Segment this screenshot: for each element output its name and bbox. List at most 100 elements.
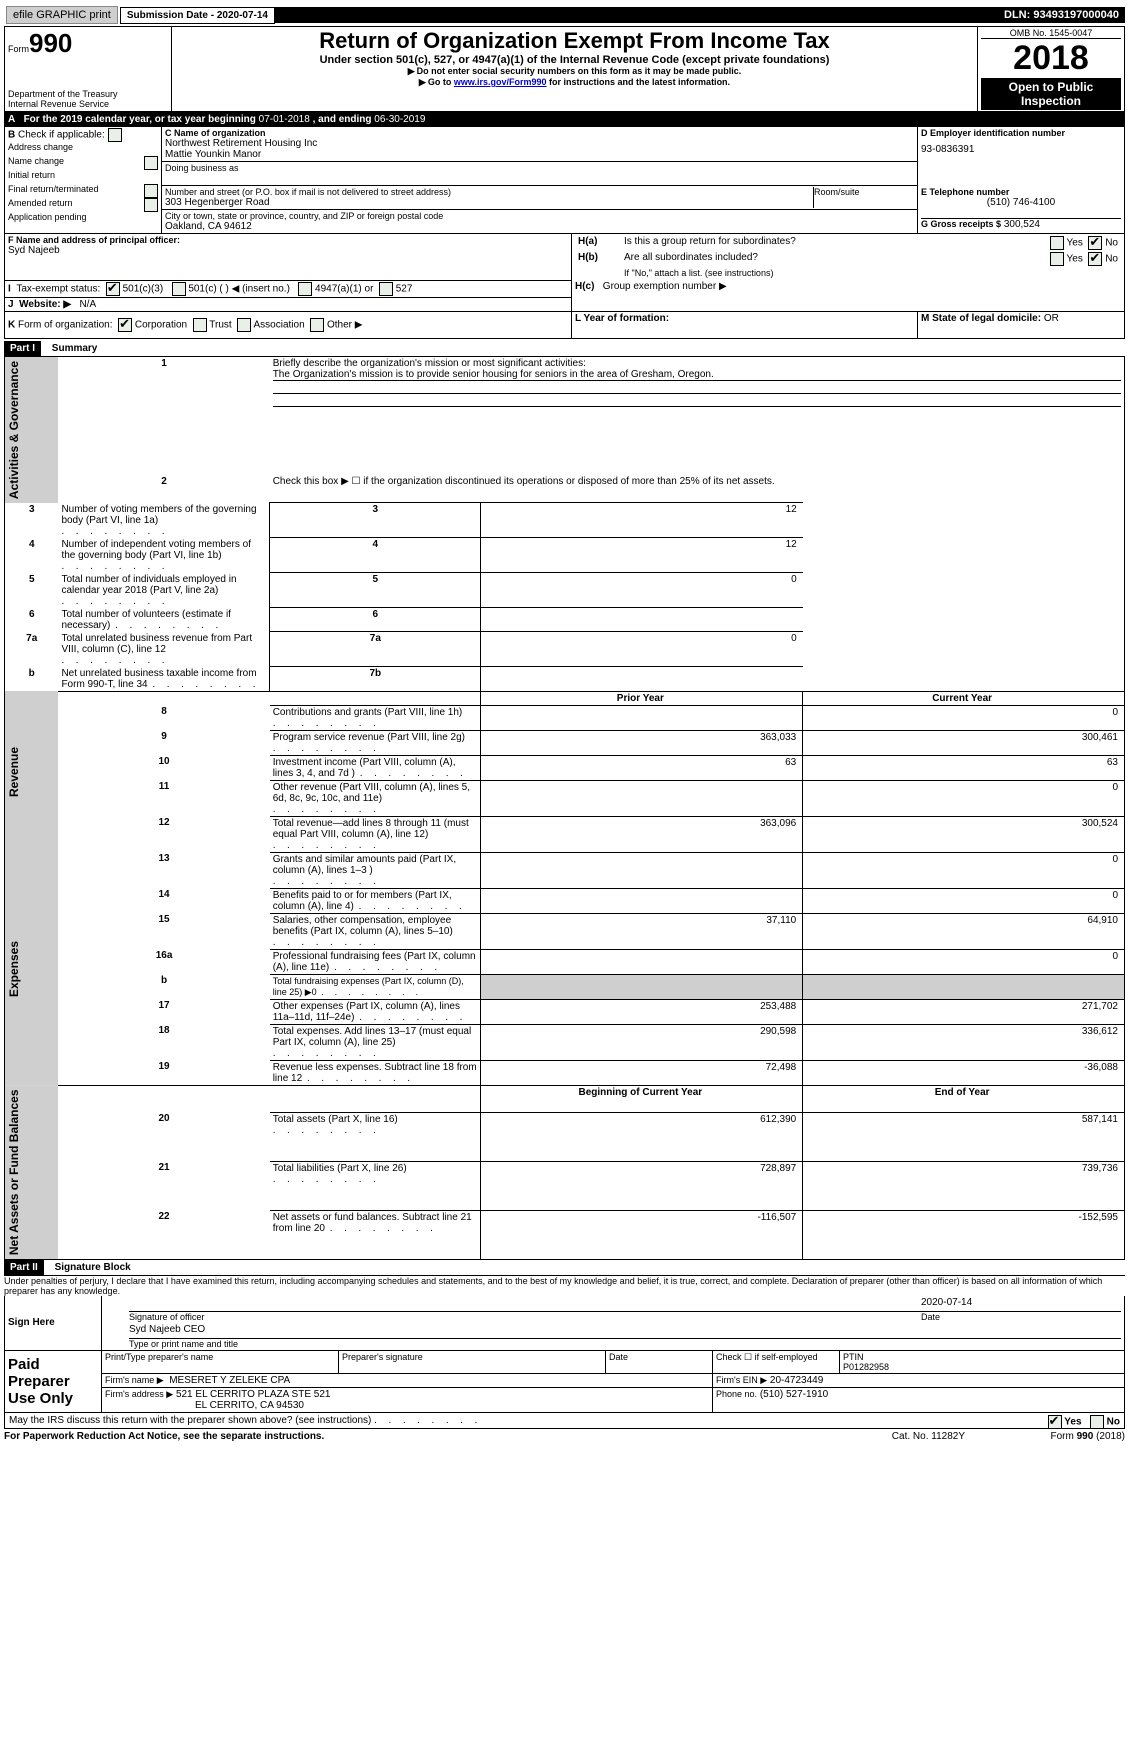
checkbox-address-change[interactable] <box>108 128 122 142</box>
hb-label: H(b) <box>575 251 621 267</box>
officer-name-value: Syd Najeeb CEO <box>129 1324 205 1335</box>
hb-yes-checkbox[interactable] <box>1050 252 1064 266</box>
line-a-mid: , and ending <box>313 114 375 125</box>
irs-link[interactable]: www.irs.gov/Form990 <box>454 77 547 87</box>
cb-527[interactable] <box>379 282 393 296</box>
line-l-label: L Year of formation: <box>575 313 669 324</box>
opt-corp: Corporation <box>135 319 187 330</box>
cb-4947[interactable] <box>298 282 312 296</box>
part1-badge: Part I <box>4 341 41 356</box>
cb-corp[interactable] <box>118 318 132 332</box>
note-goto-suffix: for instructions and the latest informat… <box>547 77 731 87</box>
phone-value: (510) 746-4100 <box>921 197 1121 208</box>
officer-name-line: Syd Najeeb CEO <box>129 1324 1121 1339</box>
part2-header-row: Part II Signature Block <box>4 1260 1125 1276</box>
irs-label: Internal Revenue Service <box>8 99 168 109</box>
box-c-name: C Name of organization Northwest Retirem… <box>162 127 918 162</box>
ha-yes: Yes <box>1067 238 1083 249</box>
checkbox-name-change[interactable] <box>144 156 158 170</box>
omb-number: OMB No. 1545-0047 <box>981 28 1121 39</box>
col-ptin-label: PTIN <box>843 1352 1121 1362</box>
ha-no-checkbox[interactable] <box>1088 236 1102 250</box>
submission-date: Submission Date - 2020-07-14 <box>120 7 275 24</box>
box-e-label: E Telephone number <box>921 187 1121 197</box>
part2-badge: Part II <box>4 1260 44 1275</box>
footer-mid: Cat. No. 11282Y <box>892 1431 965 1442</box>
cb-assoc[interactable] <box>237 318 251 332</box>
form-subtitle: Under section 501(c), 527, or 4947(a)(1)… <box>175 54 974 66</box>
line-i: I Tax-exempt status: 501(c)(3) 501(c) ( … <box>5 280 572 297</box>
mission-text: The Organization's mission is to provide… <box>273 369 1121 381</box>
box-c-dba: Doing business as <box>162 162 918 186</box>
opt-amended: Amended return <box>8 198 73 208</box>
checkbox-final[interactable] <box>144 184 158 198</box>
paid-preparer-label: Paid Preparer Use Only <box>5 1351 102 1413</box>
officer-signature-line[interactable] <box>129 1297 921 1312</box>
part1-table: Activities & Governance 1 Briefly descri… <box>4 357 1125 1260</box>
footer-left: For Paperwork Reduction Act Notice, see … <box>4 1431 892 1442</box>
box-hc: H(c) Group exemption number ▶ <box>572 280 1125 311</box>
cb-501c[interactable] <box>172 282 186 296</box>
city-label: City or town, state or province, country… <box>165 211 914 221</box>
ptin-value: P01282958 <box>843 1362 1121 1372</box>
line-k: K Form of organization: Corporation Trus… <box>5 312 572 339</box>
opt-4947: 4947(a)(1) or <box>315 283 373 294</box>
form-label: Form <box>8 44 29 54</box>
tax-year: 2018 <box>981 39 1121 78</box>
ha-yes-checkbox[interactable] <box>1050 236 1064 250</box>
discuss-yes-checkbox[interactable] <box>1048 1415 1062 1429</box>
firm-addr-label: Firm's address ▶ <box>105 1389 173 1399</box>
cb-trust[interactable] <box>193 318 207 332</box>
firm-phone-label: Phone no. <box>716 1389 757 1399</box>
box-c-street: Number and street (or P.O. box if mail i… <box>162 186 918 210</box>
hc-label: H(c) <box>575 281 594 292</box>
firm-ein-value: 20-4723449 <box>770 1375 823 1386</box>
preparer-table: Paid Preparer Use Only Print/Type prepar… <box>4 1351 1125 1413</box>
box-g-label: G Gross receipts $ <box>921 219 1001 229</box>
discuss-text: May the IRS discuss this return with the… <box>9 1415 371 1426</box>
form-title: Return of Organization Exempt From Incom… <box>175 28 974 54</box>
line-j-label: Website: ▶ <box>19 299 71 310</box>
sig-date-label: Date <box>921 1312 1121 1322</box>
officer-name: Syd Najeeb <box>8 245 568 256</box>
tax-year-end: 06-30-2019 <box>374 114 425 125</box>
col-print-label: Print/Type preparer's name <box>102 1351 339 1374</box>
hb-no-checkbox[interactable] <box>1088 252 1102 266</box>
dln-number: DLN: 93493197000040 <box>275 7 1125 23</box>
page-footer: For Paperwork Reduction Act Notice, see … <box>4 1431 1125 1442</box>
box-c-label: C Name of organization <box>165 128 914 138</box>
form-header-table: Form990 Department of the Treasury Inter… <box>4 26 1125 112</box>
firm-name-label: Firm's name ▶ <box>105 1375 164 1385</box>
form-id-cell: Form990 Department of the Treasury Inter… <box>5 27 172 112</box>
firm-name-value: MESERET Y ZELEKE CPA <box>169 1375 290 1386</box>
box-h: H(a) Is this a group return for subordin… <box>572 234 1125 280</box>
tax-year-begin: 07-01-2018 <box>259 114 310 125</box>
checkbox-amended[interactable] <box>144 198 158 212</box>
opt-other: Other ▶ <box>327 319 362 330</box>
cb-501c3[interactable] <box>106 282 120 296</box>
city-value: Oakland, CA 94612 <box>165 221 914 232</box>
note-goto-prefix: Go to <box>428 77 454 87</box>
title-cell: Return of Organization Exempt From Incom… <box>172 27 978 112</box>
firm-phone-value: (510) 527-1910 <box>760 1389 828 1400</box>
col-sig-label: Preparer's signature <box>339 1351 606 1374</box>
org-name-1: Northwest Retirement Housing Inc <box>165 138 914 149</box>
line-m: M State of legal domicile: OR <box>918 312 1125 339</box>
part1-title: Summary <box>44 343 98 354</box>
firm-addr1: 521 EL CERRITO PLAZA STE 521 <box>176 1389 331 1400</box>
opt-527: 527 <box>396 283 413 294</box>
box-b: B Check if applicable: Address change Na… <box>5 127 162 234</box>
efile-button[interactable]: efile GRAPHIC print <box>6 6 118 24</box>
room-label: Room/suite <box>814 187 914 197</box>
discuss-yes: Yes <box>1064 1416 1081 1427</box>
entity-block: B Check if applicable: Address change Na… <box>4 127 1125 234</box>
street-value: 303 Hegenberger Road <box>165 197 813 208</box>
signature-table: Sign Here Signature of officer 2020-07-1… <box>4 1296 1125 1351</box>
opt-pending: Application pending <box>8 212 87 222</box>
ha-label: H(a) <box>575 235 621 251</box>
discuss-no-checkbox[interactable] <box>1090 1415 1104 1429</box>
perjury-text: Under penalties of perjury, I declare th… <box>4 1276 1125 1296</box>
part2-title: Signature Block <box>47 1262 131 1273</box>
cb-other[interactable] <box>310 318 324 332</box>
officer-type-label: Type or print name and title <box>129 1339 1121 1349</box>
